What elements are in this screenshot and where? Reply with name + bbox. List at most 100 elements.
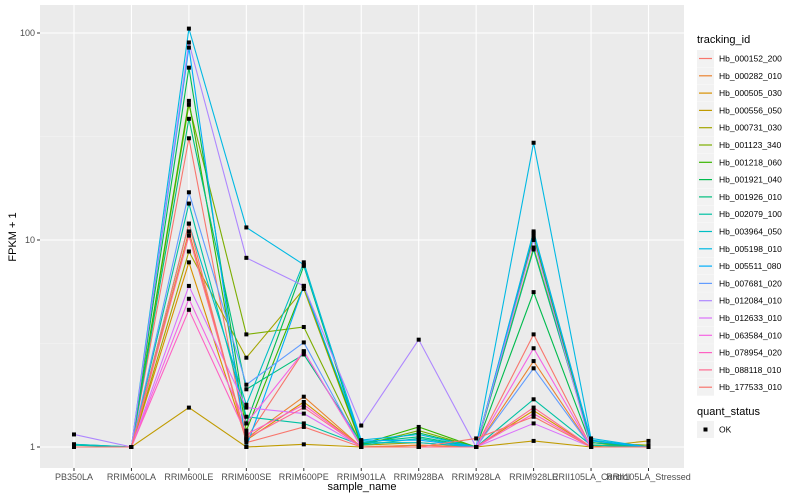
- data-point: [186, 229, 191, 234]
- data-point: [531, 397, 536, 402]
- panel-background: [40, 5, 684, 468]
- data-point: [359, 445, 364, 449]
- data-point: [72, 442, 76, 447]
- data-point: [244, 255, 249, 260]
- data-point: [244, 445, 249, 449]
- data-point: [186, 201, 191, 206]
- legend-title-quant-status: quant_status: [697, 406, 760, 418]
- data-point: [186, 221, 191, 226]
- legend-label: Hb_005511_080: [719, 261, 782, 271]
- data-point: [186, 249, 191, 254]
- x-tick-label: RRIM600LE: [164, 472, 213, 482]
- data-point: [416, 432, 421, 437]
- data-point: [646, 445, 651, 449]
- data-point: [301, 424, 306, 429]
- data-point: [301, 349, 306, 354]
- data-point: [531, 421, 536, 426]
- data-point: [531, 366, 536, 371]
- data-point: [646, 438, 651, 443]
- legend-label: Hb_088118_010: [719, 365, 782, 375]
- x-tick-label: RRIM600LA: [107, 472, 156, 482]
- data-point: [186, 260, 191, 265]
- data-point: [531, 290, 536, 295]
- legend-title-tracking-id: tracking_id: [697, 34, 750, 46]
- data-point: [72, 432, 76, 437]
- legend-label: Hb_177533_010: [719, 382, 782, 392]
- legend-label: Hb_003964_050: [719, 227, 782, 237]
- data-point: [244, 432, 249, 437]
- data-point: [186, 65, 191, 70]
- y-tick-label: 10: [25, 235, 35, 245]
- x-tick-label: PB350LA: [55, 472, 93, 482]
- data-point: [244, 414, 249, 419]
- x-tick-label: RRII105LA_Control: [552, 472, 630, 482]
- data-point: [531, 408, 536, 413]
- data-point: [589, 438, 594, 443]
- data-point: [244, 225, 249, 230]
- data-point: [301, 399, 306, 404]
- data-point: [244, 440, 249, 445]
- legend-label: Hb_007681_020: [719, 278, 782, 288]
- data-point: [301, 324, 306, 329]
- data-point: [416, 438, 421, 443]
- data-point: [301, 442, 306, 447]
- data-point: [531, 414, 536, 419]
- data-point: [186, 26, 191, 31]
- data-point: [244, 402, 249, 407]
- data-point: [186, 307, 191, 312]
- data-point: [474, 445, 479, 449]
- legend-label: Hb_001921_040: [719, 175, 782, 185]
- legend-label: Hb_001926_010: [719, 192, 782, 202]
- data-point: [301, 394, 306, 399]
- data-point: [359, 438, 364, 443]
- data-point: [186, 296, 191, 301]
- legend-label: Hb_000282_010: [719, 71, 782, 81]
- x-axis-title: sample_name: [327, 481, 396, 493]
- data-point: [416, 424, 421, 429]
- legend-label: OK: [719, 425, 732, 435]
- data-point: [474, 436, 479, 441]
- data-point: [186, 116, 191, 121]
- x-tick-label: RRIM600PE: [279, 472, 329, 482]
- data-point: [531, 346, 536, 351]
- data-point: [589, 445, 594, 449]
- legend-label: Hb_001123_340: [719, 140, 782, 150]
- data-points: [72, 26, 651, 449]
- x-tick-label: RRIM928BA: [394, 472, 444, 482]
- data-point: [531, 411, 536, 416]
- data-point: [589, 436, 594, 441]
- data-point: [531, 238, 536, 242]
- data-point: [531, 140, 536, 145]
- data-point: [186, 98, 191, 103]
- data-point: [531, 247, 536, 252]
- y-tick-label: 100: [20, 28, 35, 38]
- x-tick-label: RRIM600SE: [221, 472, 271, 482]
- data-point: [186, 190, 191, 195]
- legend-label: Hb_000152_200: [719, 54, 782, 64]
- data-point: [186, 233, 191, 238]
- data-point: [129, 445, 134, 449]
- y-axis-title: FPKM + 1: [7, 212, 19, 261]
- data-point: [531, 231, 536, 236]
- data-point: [186, 405, 191, 410]
- data-point: [301, 421, 306, 426]
- legend: tracking_id Hb_000152_200 Hb_000282_010 Hb_…: [697, 34, 782, 438]
- data-point: [244, 428, 249, 433]
- legend-label: Hb_000556_050: [719, 105, 782, 115]
- data-point: [301, 402, 306, 407]
- legend-key-point: [703, 427, 708, 432]
- data-point: [72, 445, 76, 449]
- data-point: [359, 423, 364, 428]
- data-point: [301, 286, 306, 291]
- legend-label: Hb_012633_010: [719, 313, 782, 323]
- x-axis: PB350LA RRIM600LA RRIM600LE RRIM600SE RRIM60…: [55, 468, 691, 482]
- data-point: [531, 235, 536, 240]
- x-tick-label: RRII105LA_Stressed: [606, 472, 691, 482]
- data-point: [186, 45, 191, 50]
- data-point: [244, 421, 249, 426]
- data-point: [244, 436, 249, 441]
- data-point: [531, 405, 536, 410]
- legend-label: Hb_000505_030: [719, 88, 782, 98]
- data-point: [244, 387, 249, 392]
